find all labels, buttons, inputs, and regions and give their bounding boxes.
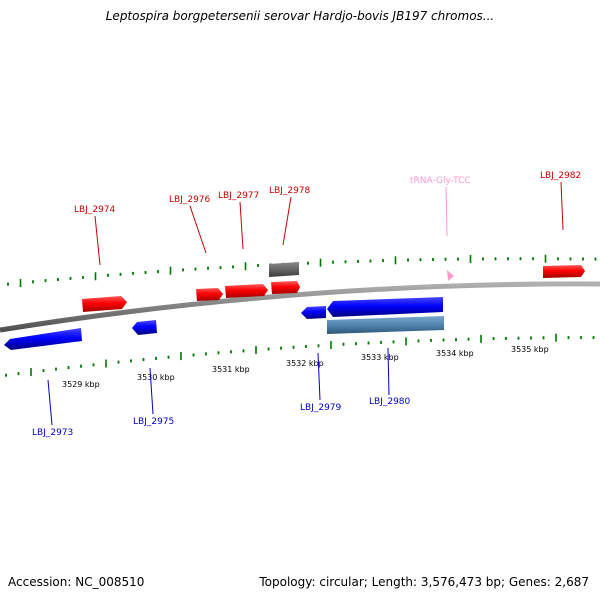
trna-marker[interactable] <box>447 270 454 281</box>
gene-arrow[interactable] <box>301 306 326 319</box>
accession-text: Accession: NC_008510 <box>8 575 145 589</box>
reverse-feature-box[interactable] <box>327 316 444 334</box>
scale-label: 3533 kbp <box>361 353 399 362</box>
scale-label: 3531 kbp <box>212 365 250 374</box>
gene-label[interactable]: LBJ_2977 <box>218 191 259 201</box>
scale-labels: 3529 kbp 3530 kbp 3531 kbp 3532 kbp 3533… <box>62 345 549 389</box>
leader-line <box>239 201 244 250</box>
gene-label[interactable]: LBJ_2974 <box>74 205 116 215</box>
gene-label[interactable]: LBJ_2976 <box>169 195 211 205</box>
genome-summary-text: Topology: circular; Length: 3,576,473 bp… <box>259 575 589 589</box>
gene-label[interactable]: LBJ_2975 <box>133 417 174 427</box>
gene-label[interactable]: LBJ_2979 <box>300 403 342 413</box>
trna-label[interactable]: tRNA-Gly-TCC <box>410 176 471 186</box>
chromosome-backbone <box>0 281 600 333</box>
gene-arrow[interactable] <box>196 288 223 301</box>
gene-label[interactable]: LBJ_2980 <box>369 397 411 407</box>
leader-line <box>445 186 448 237</box>
leader-line <box>47 379 53 426</box>
map-title: Leptospira borgpetersenii serovar Hardjo… <box>105 9 495 23</box>
gene-arrow[interactable] <box>82 296 127 312</box>
gene-features <box>4 262 585 350</box>
gene-arrow[interactable] <box>327 297 443 317</box>
feature-labels: LBJ_2974 LBJ_2976 LBJ_2977 LBJ_2978 tRNA… <box>32 171 581 438</box>
tick-marks <box>5 254 597 377</box>
leader-line <box>149 367 154 415</box>
leader-line <box>317 352 321 401</box>
scale-label: 3529 kbp <box>62 380 100 389</box>
leader-line <box>387 347 390 396</box>
scale-label: 3535 kbp <box>511 345 549 354</box>
other-feature-box[interactable] <box>269 262 299 277</box>
gene-arrow[interactable] <box>132 320 157 335</box>
gene-arrow[interactable] <box>225 284 268 298</box>
scale-label: 3530 kbp <box>137 373 175 382</box>
leader-line <box>94 215 101 266</box>
leader-line <box>282 196 292 246</box>
scale-label: 3534 kbp <box>436 349 474 358</box>
gene-arrow[interactable] <box>4 328 82 350</box>
gene-label[interactable]: LBJ_2978 <box>269 186 311 196</box>
gene-label[interactable]: LBJ_2982 <box>540 171 581 181</box>
scale-label: 3532 kbp <box>286 359 324 368</box>
leader-line <box>560 181 564 231</box>
label-leader-lines <box>47 181 564 426</box>
gene-arrow[interactable] <box>271 281 300 294</box>
gene-arrow[interactable] <box>543 265 585 278</box>
gene-label[interactable]: LBJ_2973 <box>32 428 73 438</box>
leader-line <box>189 205 207 254</box>
